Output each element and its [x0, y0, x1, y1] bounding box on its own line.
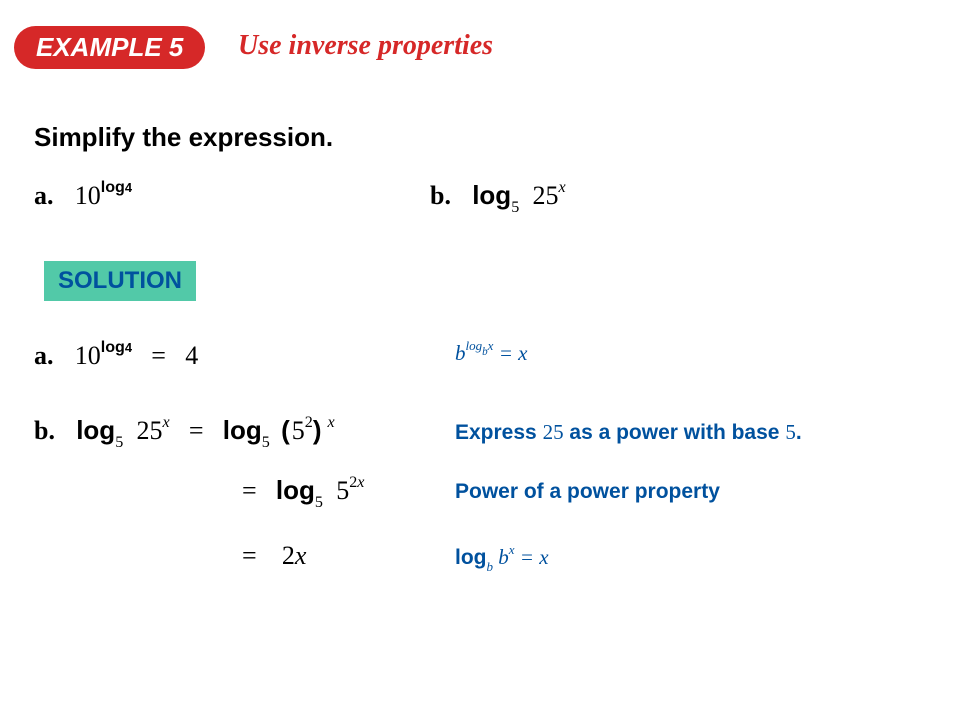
sol-b-label: b. [34, 416, 55, 445]
solution-badge: SOLUTION [44, 261, 196, 301]
sb2-arg: 5 [336, 476, 349, 505]
prob-b-base: 5 [511, 199, 519, 216]
prob-a-exp-val: 4 [125, 180, 132, 195]
rule-a-x: x [488, 338, 494, 353]
rule-a-sub: b [482, 346, 488, 358]
sb1-rbase: 5 [262, 434, 270, 451]
sb1-exp: x [163, 414, 170, 431]
sol-a-exp-log: log [101, 338, 125, 356]
sb2-base: 5 [315, 494, 323, 511]
sb1-routexp: x [328, 414, 335, 431]
prob-a-base: 10 [75, 181, 101, 210]
e3-sub: b [487, 559, 494, 574]
solution-b-step1: b. log5 25x = log5 (52)x [34, 415, 335, 450]
e3-log: log [455, 546, 487, 569]
expl-step3: logb bx = x [455, 544, 549, 573]
sb3-eq: = [242, 541, 257, 570]
sb1-rinexp: 2 [305, 414, 313, 431]
expl-step2: Power of a power property [455, 480, 720, 504]
problem-a: a. 10log4 [34, 180, 132, 211]
solution-a: a. 10log4 = 4 [34, 340, 198, 371]
part-b-label: b. [430, 181, 451, 210]
sol-a-base: 10 [75, 341, 101, 370]
sb1-eq: = [189, 416, 204, 445]
e1-n1: 25 [543, 420, 564, 444]
sol-a-exp-val: 4 [125, 340, 132, 355]
sb1-rlog: log [223, 415, 262, 445]
sol-a-eq: = [151, 341, 166, 370]
sb2-log: log [276, 475, 315, 505]
instruction: Simplify the expression. [34, 122, 333, 153]
sb1-base: 5 [115, 434, 123, 451]
rule-a: blogbx = x [455, 340, 527, 366]
sol-a-result: 4 [185, 341, 198, 370]
sb1-rarg: 5 [292, 416, 305, 445]
part-a-label: a. [34, 181, 54, 210]
solution-b-step2: = log5 52x [230, 475, 364, 510]
prob-b-arg: 25 [533, 181, 559, 210]
rule-a-b: b [455, 341, 466, 365]
sb1-arg: 25 [137, 416, 163, 445]
prob-b-log: log [472, 180, 511, 210]
sol-a-label: a. [34, 341, 54, 370]
expl-step1: Express 25 as a power with base 5. [455, 420, 802, 445]
page-title: Use inverse properties [238, 30, 493, 62]
e1-n2: 5 [785, 420, 796, 444]
prob-a-exp-log: log [101, 178, 125, 196]
e1-t3: . [796, 421, 802, 444]
sb2-exp: 2x [349, 474, 364, 491]
e1-t2: as a power with base [564, 421, 786, 444]
problem-b: b. log5 25x [430, 180, 566, 215]
e1-t1: Express [455, 421, 543, 444]
sb2-eq: = [242, 476, 257, 505]
e3-eq: = x [515, 545, 549, 569]
sb1-log: log [76, 415, 115, 445]
solution-b-step3: = 2x [230, 540, 306, 571]
example-badge: EXAMPLE 5 [14, 26, 205, 69]
rule-a-log: log [466, 338, 483, 353]
rule-a-eq: = x [493, 341, 527, 365]
e3-b: b [493, 545, 509, 569]
e3-exp: x [509, 542, 515, 557]
prob-b-argexp: x [559, 179, 566, 196]
sb3-result: 2x [282, 541, 307, 570]
